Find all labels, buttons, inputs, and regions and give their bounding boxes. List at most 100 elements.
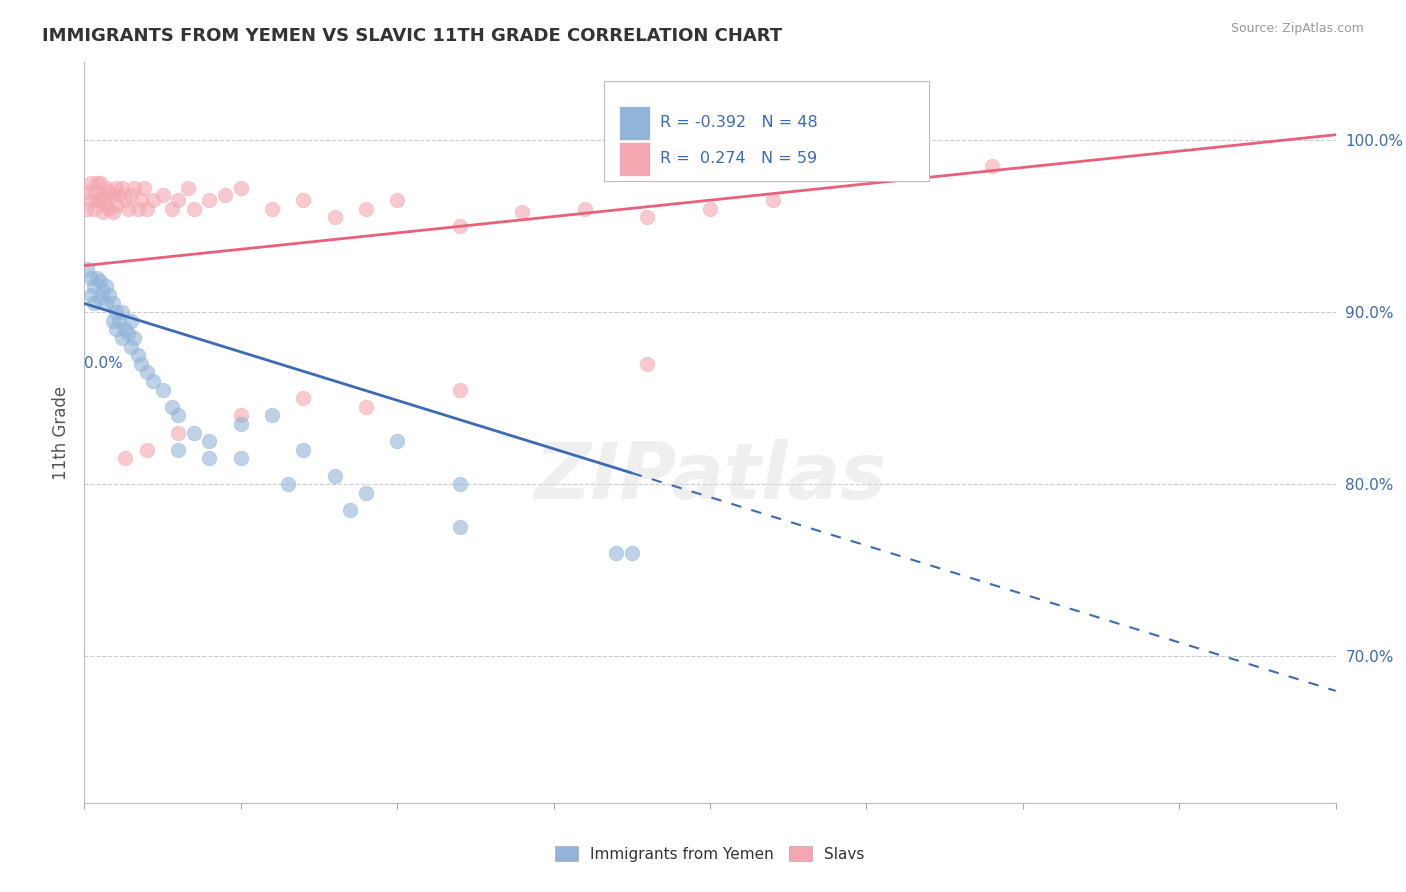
Point — [104, 181, 127, 195]
Point — [101, 188, 124, 202]
Point — [183, 425, 205, 440]
Point — [323, 211, 346, 225]
Point — [323, 468, 346, 483]
Text: IMMIGRANTS FROM YEMEN VS SLAVIC 11TH GRADE CORRELATION CHART: IMMIGRANTS FROM YEMEN VS SLAVIC 11TH GRA… — [42, 27, 782, 45]
Point — [980, 159, 1002, 173]
Point — [79, 193, 101, 207]
Point — [198, 434, 221, 449]
Point — [167, 409, 190, 423]
Point — [86, 270, 108, 285]
Point — [214, 188, 236, 202]
Point — [229, 181, 252, 195]
Point — [96, 181, 118, 195]
Point — [385, 434, 409, 449]
Point — [98, 185, 121, 199]
Point — [127, 202, 149, 216]
Point — [385, 193, 409, 207]
Point — [167, 442, 190, 457]
Point — [98, 288, 121, 302]
Point — [167, 193, 190, 207]
Point — [512, 205, 534, 219]
Point — [104, 305, 127, 319]
Point — [354, 400, 377, 414]
Point — [142, 193, 165, 207]
Point — [91, 188, 114, 202]
Point — [129, 357, 152, 371]
Point — [124, 181, 146, 195]
Point — [83, 296, 105, 310]
Point — [89, 274, 111, 288]
Point — [104, 198, 127, 212]
Point — [620, 546, 643, 560]
Point — [111, 181, 134, 195]
Point — [101, 205, 124, 219]
Point — [152, 188, 174, 202]
Point — [160, 400, 183, 414]
Point — [183, 202, 205, 216]
Point — [354, 486, 377, 500]
Point — [449, 383, 471, 397]
Point — [262, 409, 284, 423]
Point — [449, 520, 471, 534]
Point — [120, 339, 142, 353]
Point — [111, 331, 134, 345]
Point — [637, 211, 659, 225]
Point — [89, 176, 111, 190]
Point — [79, 288, 101, 302]
Point — [114, 322, 136, 336]
Point — [292, 442, 315, 457]
Point — [101, 314, 124, 328]
Point — [136, 202, 159, 216]
Point — [83, 185, 105, 199]
Point — [120, 188, 142, 202]
Point — [136, 442, 159, 457]
Point — [262, 202, 284, 216]
Point — [176, 181, 198, 195]
Point — [127, 348, 149, 362]
Point — [229, 409, 252, 423]
Point — [86, 193, 108, 207]
Point — [574, 202, 596, 216]
Bar — [619, 106, 650, 139]
Point — [198, 193, 221, 207]
Point — [292, 193, 315, 207]
Text: 0.0%: 0.0% — [84, 357, 124, 371]
Y-axis label: 11th Grade: 11th Grade — [52, 385, 70, 480]
Point — [129, 193, 152, 207]
Point — [111, 305, 134, 319]
Point — [277, 477, 299, 491]
Point — [449, 477, 471, 491]
Point — [132, 181, 155, 195]
Point — [79, 270, 101, 285]
Point — [79, 176, 101, 190]
Point — [96, 198, 118, 212]
Point — [96, 296, 118, 310]
Point — [83, 279, 105, 293]
Point — [160, 202, 183, 216]
Text: ZIPatlas: ZIPatlas — [534, 439, 886, 515]
Point — [229, 417, 252, 431]
Point — [83, 202, 105, 216]
Point — [605, 546, 627, 560]
Point — [117, 202, 139, 216]
Point — [91, 205, 114, 219]
Point — [76, 185, 98, 199]
Point — [98, 202, 121, 216]
Text: R =  0.274   N = 59: R = 0.274 N = 59 — [659, 152, 817, 167]
Point — [142, 374, 165, 388]
Point — [104, 322, 127, 336]
Point — [86, 176, 108, 190]
Point — [637, 357, 659, 371]
Point — [114, 451, 136, 466]
Point — [101, 296, 124, 310]
Point — [120, 314, 142, 328]
Point — [89, 291, 111, 305]
Point — [339, 503, 361, 517]
Point — [354, 202, 377, 216]
Point — [152, 383, 174, 397]
Point — [117, 326, 139, 340]
Text: R = -0.392   N = 48: R = -0.392 N = 48 — [659, 115, 818, 130]
Point — [114, 193, 136, 207]
Legend: Immigrants from Yemen, Slavs: Immigrants from Yemen, Slavs — [547, 838, 873, 869]
Point — [124, 331, 146, 345]
